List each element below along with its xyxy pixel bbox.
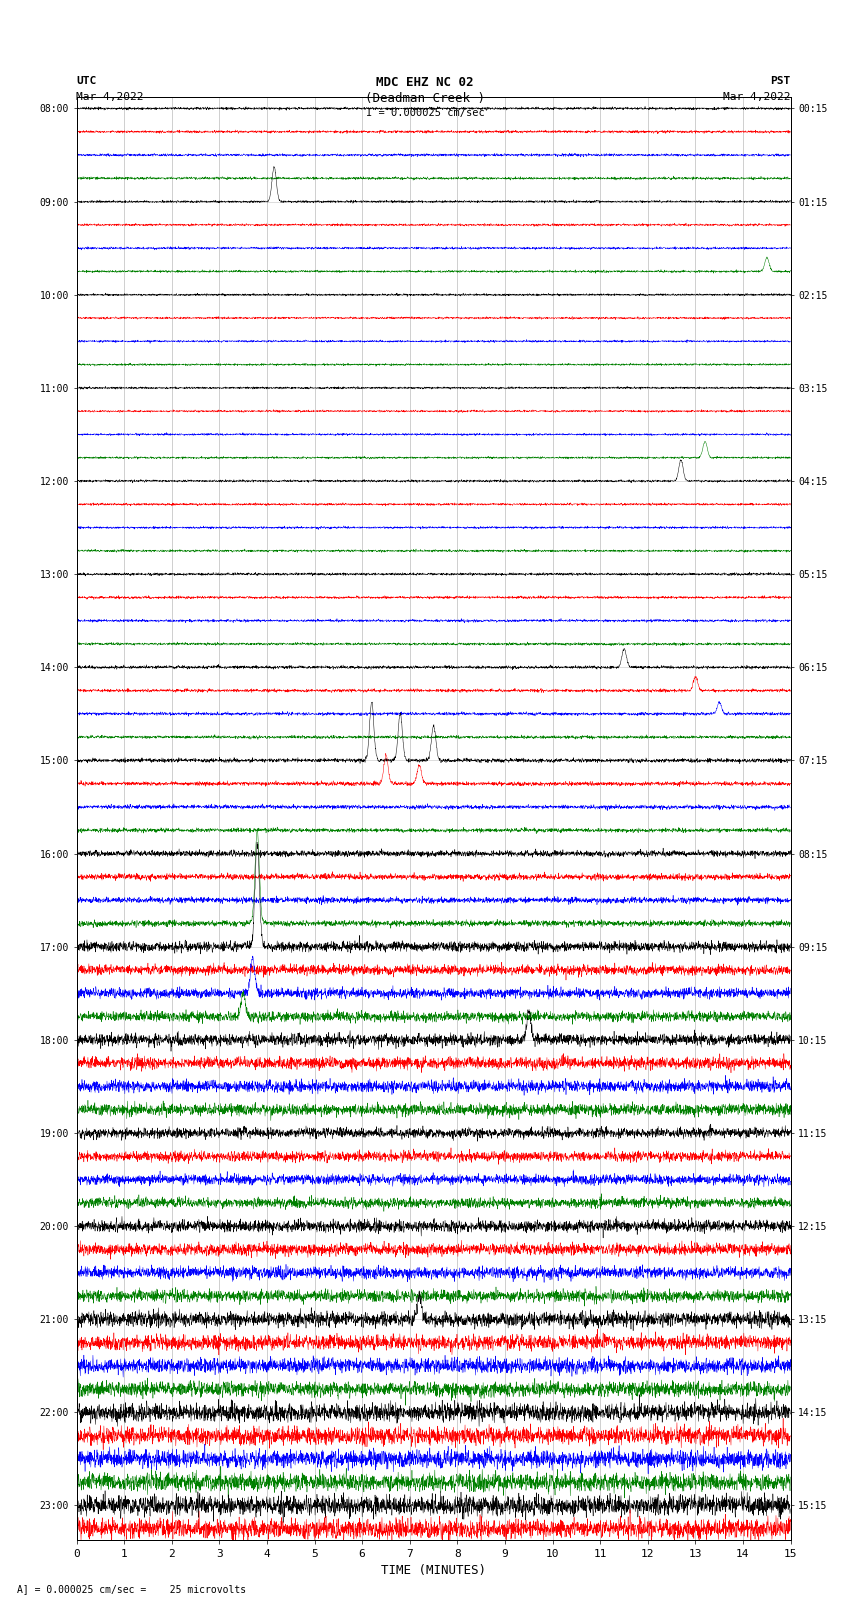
Text: I = 0.000025 cm/sec: I = 0.000025 cm/sec [366,108,484,118]
X-axis label: TIME (MINUTES): TIME (MINUTES) [381,1563,486,1576]
Text: UTC: UTC [76,76,97,85]
Text: A] = 0.000025 cm/sec =    25 microvolts: A] = 0.000025 cm/sec = 25 microvolts [17,1584,246,1594]
Text: Mar 4,2022: Mar 4,2022 [723,92,791,102]
Text: (Deadman Creek ): (Deadman Creek ) [365,92,485,105]
Text: Mar 4,2022: Mar 4,2022 [76,92,144,102]
Text: MDC EHZ NC 02: MDC EHZ NC 02 [377,76,473,89]
Text: PST: PST [770,76,790,85]
